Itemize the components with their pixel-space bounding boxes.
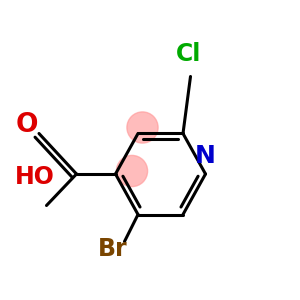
- Text: O: O: [16, 112, 38, 137]
- Text: Br: Br: [98, 237, 127, 261]
- Text: Cl: Cl: [176, 42, 202, 66]
- Text: N: N: [195, 144, 216, 168]
- Circle shape: [127, 112, 158, 143]
- Text: HO: HO: [15, 165, 54, 189]
- Circle shape: [116, 155, 148, 187]
